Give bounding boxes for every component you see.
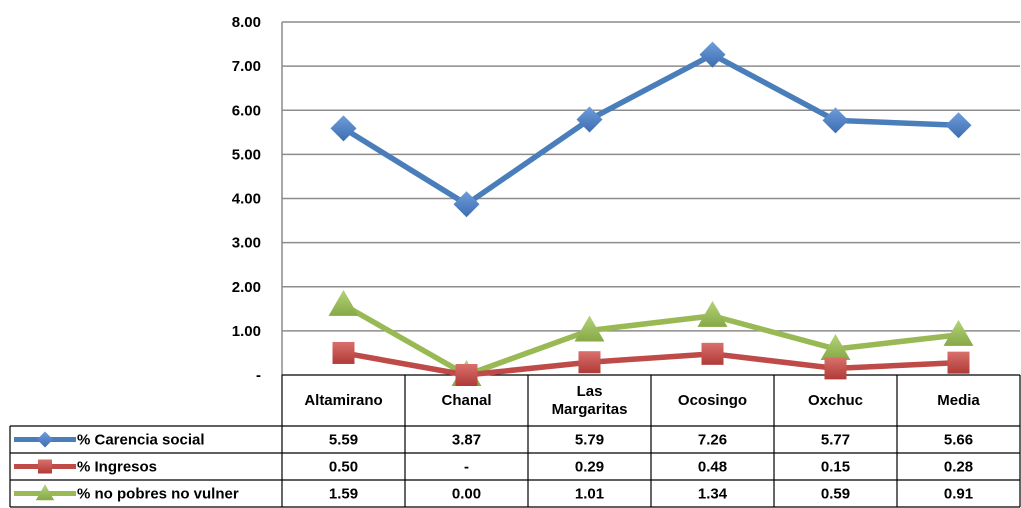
- legend-key-marker: [38, 459, 52, 474]
- table-cell-value: 3.87: [452, 432, 481, 449]
- data-point: [332, 341, 355, 364]
- series-1: [332, 341, 970, 386]
- y-tick-label: 2.00: [232, 279, 261, 296]
- y-axis: - 1.00 2.00 3.00 4.00 5.00 6.00 7.00 8.00: [232, 14, 283, 384]
- legend-label: % no pobres no vulner: [77, 486, 239, 503]
- legend-key-marker: [37, 431, 53, 448]
- data-point: [943, 319, 974, 346]
- series-line: [343, 350, 959, 378]
- table-cell-value: 0.29: [575, 459, 604, 476]
- category-label: Margaritas: [552, 401, 628, 418]
- gridlines: [282, 21, 1020, 332]
- table-cell-value: -: [464, 459, 469, 476]
- table-cell-value: 0.59: [821, 486, 850, 503]
- table-cell-value: 0.50: [329, 459, 358, 476]
- data-point: [824, 357, 847, 380]
- table-cell-value: 0.00: [452, 486, 481, 503]
- y-tick-label: -: [256, 367, 261, 384]
- table-cell-value: 5.77: [821, 432, 850, 449]
- data-point: [947, 351, 970, 374]
- table-cell-value: 5.79: [575, 432, 604, 449]
- y-tick-label: 4.00: [232, 191, 261, 208]
- category-label: Altamirano: [304, 392, 382, 409]
- table-cell-value: 5.66: [944, 432, 973, 449]
- category-label: Ocosingo: [678, 392, 747, 409]
- series-layer: [328, 41, 974, 387]
- data-point: [328, 289, 359, 316]
- table-cell-value: 1.59: [329, 486, 358, 503]
- legend-key-marker: [35, 484, 55, 501]
- y-tick-label: 8.00: [232, 14, 261, 31]
- category-label: Media: [937, 392, 980, 409]
- table-cell-value: 7.26: [698, 432, 727, 449]
- data-point: [330, 115, 357, 142]
- category-label: Oxchuc: [808, 392, 863, 409]
- y-tick-label: 7.00: [232, 58, 261, 75]
- data-point: [701, 342, 724, 365]
- table-cell-value: 0.91: [944, 486, 973, 503]
- table-cell-value: 5.59: [329, 432, 358, 449]
- series-line: [342, 51, 959, 207]
- legend-label: % Carencia social: [77, 432, 205, 449]
- series-line: [342, 302, 959, 378]
- series-0: [330, 41, 972, 218]
- data-point: [574, 315, 605, 342]
- data-point: [820, 334, 851, 361]
- table-cell-value: 1.34: [698, 486, 728, 503]
- table-cell-value: 0.28: [944, 459, 973, 476]
- category-label: Chanal: [441, 392, 491, 409]
- y-tick-label: 6.00: [232, 102, 261, 119]
- data-point: [697, 300, 728, 327]
- category-label: Las: [577, 383, 603, 400]
- data-point: [699, 41, 726, 68]
- series-2: [328, 289, 974, 387]
- y-tick-label: 1.00: [232, 323, 261, 340]
- data-point: [578, 351, 601, 374]
- table-cell-value: 0.15: [821, 459, 850, 476]
- data-point: [576, 106, 603, 133]
- data-point: [822, 107, 849, 134]
- y-tick-label: 3.00: [232, 235, 261, 252]
- y-tick-label: 5.00: [232, 146, 261, 163]
- data-point: [453, 191, 480, 218]
- data-point: [455, 364, 478, 386]
- table-cell-value: 0.48: [698, 459, 727, 476]
- legend-label: % Ingresos: [77, 459, 157, 476]
- data-point: [945, 112, 972, 139]
- table-cell-value: 1.01: [575, 486, 604, 503]
